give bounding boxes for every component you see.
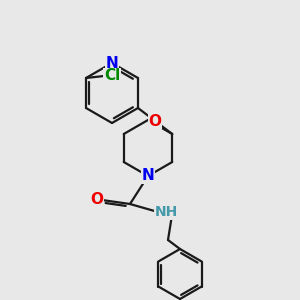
Text: N: N: [142, 169, 154, 184]
Text: Cl: Cl: [104, 68, 120, 83]
Text: O: O: [91, 193, 103, 208]
Text: N: N: [106, 56, 118, 70]
Text: NH: NH: [154, 205, 178, 219]
Text: O: O: [148, 113, 162, 128]
